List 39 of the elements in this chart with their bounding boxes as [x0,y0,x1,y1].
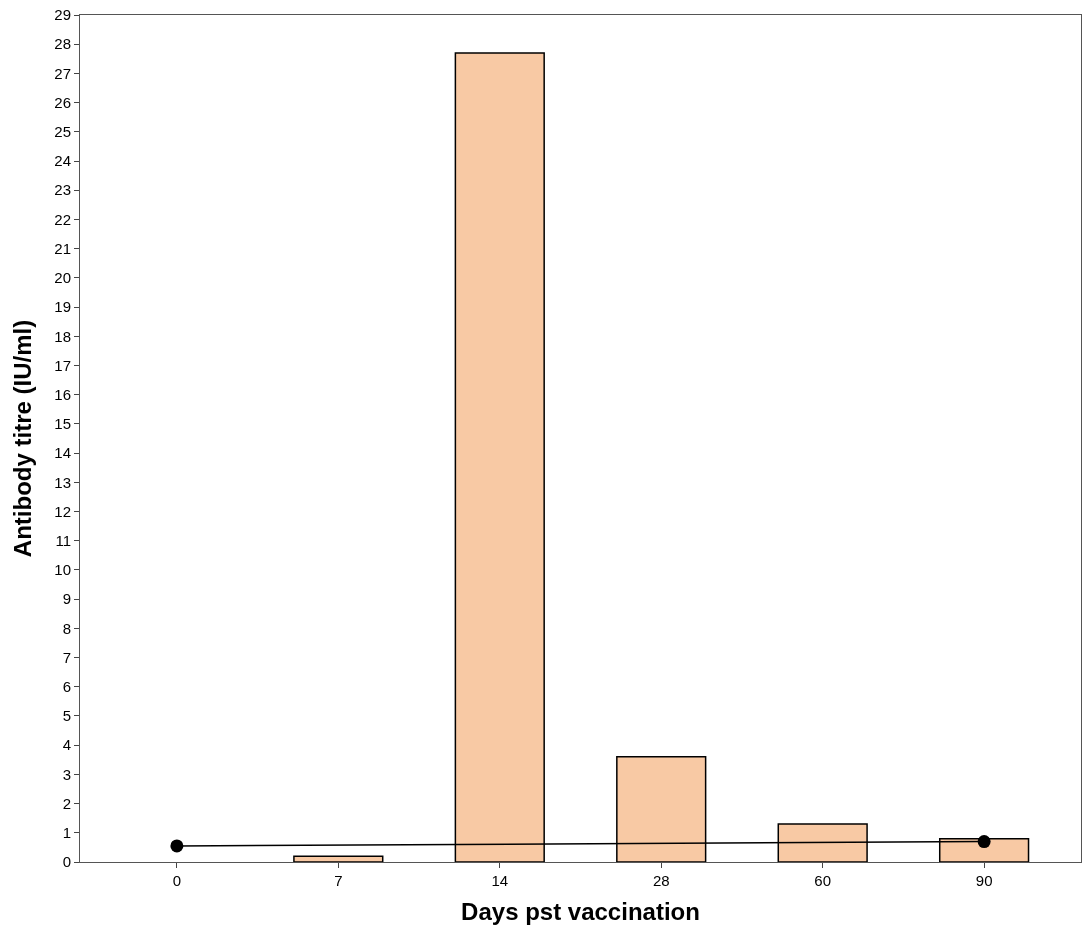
bar [293,855,384,862]
y-tick-label: 1 [62,824,71,842]
y-tick-label: 25 [54,123,71,141]
y-tick-label: 2 [62,794,71,812]
y-tick-label: 3 [62,765,71,783]
y-tick-label: 0 [62,853,71,871]
y-tick-label: 17 [54,356,71,374]
y-tick-label: 18 [54,327,71,345]
y-tick-label: 23 [54,181,71,199]
x-tick-label: 90 [975,872,993,889]
x-tick-label: 28 [652,872,670,889]
y-tick-label: 13 [54,473,71,491]
x-tick-label: 0 [172,872,182,889]
y-tick-label: 24 [54,152,71,170]
y-tick-label: 9 [62,590,71,608]
y-tick-label: 16 [54,385,71,403]
y-tick-label: 26 [54,93,71,111]
y-tick-label: 15 [54,415,71,433]
y-tick-label: 20 [54,269,71,287]
y-tick-label: 6 [62,678,71,696]
x-tick-label: 14 [491,872,509,889]
x-tick-label: 7 [334,872,343,889]
x-tick-label: 60 [814,872,832,889]
x-axis-title: Days pst vaccination [461,898,700,926]
y-tick-label: 5 [62,707,71,725]
y-tick-label: 10 [54,561,71,579]
y-tick-label: 4 [62,736,71,754]
y-tick-label: 8 [62,619,71,637]
y-tick-label: 12 [54,502,71,520]
y-tick-label: 27 [54,64,71,82]
y-tick-label: 22 [54,210,71,228]
y-tick-label: 28 [54,35,71,53]
y-tick-label: 29 [54,6,71,24]
y-tick-label: 19 [54,298,71,316]
y-axis-title: Antibody titre (IU/ml) [9,319,37,558]
y-tick-label: 11 [55,531,71,549]
y-tick-label: 14 [54,444,71,462]
y-tick-label: 21 [54,239,71,257]
y-tick-label: 7 [62,648,71,666]
